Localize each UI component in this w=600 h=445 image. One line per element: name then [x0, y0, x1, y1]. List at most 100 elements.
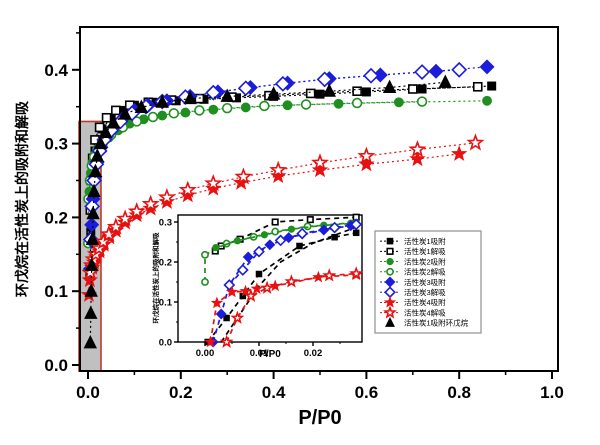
inset-y-tick-label: 0.2 [159, 258, 172, 269]
data-point-marker [383, 305, 397, 319]
data-point-marker [322, 268, 337, 282]
data-point-marker [393, 97, 404, 108]
series-活性炭3解吸 [223, 218, 363, 291]
data-point-marker [233, 237, 242, 245]
inset-y-tick-label: 0.0 [159, 338, 172, 349]
data-point-marker [210, 296, 224, 309]
data-point-marker [87, 183, 101, 198]
data-point-marker [428, 63, 444, 79]
data-point-marker [416, 96, 428, 107]
data-point-marker [84, 283, 98, 297]
data-point-marker [230, 310, 245, 324]
data-point-marker [219, 334, 234, 348]
data-point-marker [239, 284, 252, 297]
inset-plot: 0.00 0.01 0.02 0.0 0.1 0.2 0.3 [159, 213, 364, 359]
data-point-marker [204, 335, 217, 348]
data-point-marker [85, 257, 99, 271]
legend-item: 活性炭4吸附 [380, 295, 446, 308]
y-tick-label: 0.4 [44, 61, 68, 80]
data-point-marker [408, 140, 427, 158]
data-point-marker [351, 97, 363, 109]
data-point-marker [383, 295, 397, 308]
data-point-marker [85, 231, 100, 246]
x-tick-label: 0.6 [355, 383, 379, 402]
data-point-marker [93, 135, 108, 150]
data-point-marker [237, 80, 254, 97]
data-point-marker [311, 161, 329, 178]
x-axis-title: P/P0 [298, 407, 342, 429]
data-point-marker [316, 71, 333, 88]
data-point-marker [220, 88, 234, 102]
data-point-marker [386, 237, 394, 245]
data-point-marker [438, 74, 452, 88]
data-point-marker [86, 205, 100, 220]
plot-frame [79, 26, 559, 372]
y-tick-label: 0.1 [44, 282, 68, 301]
data-point-marker [357, 146, 376, 164]
data-point-marker [180, 107, 191, 118]
data-point-marker [409, 150, 426, 167]
legend-label: 活性炭1解吸 [404, 246, 446, 256]
data-point-marker [194, 105, 205, 116]
data-point-marker [183, 90, 197, 105]
data-point-marker [88, 163, 103, 178]
data-point-marker [274, 75, 291, 92]
legend-label: 活性炭2解吸 [404, 267, 446, 277]
data-point-marker [386, 257, 394, 266]
data-point-marker [284, 274, 299, 288]
data-point-marker [236, 264, 249, 276]
legend-item: 活性炭1解吸 [380, 246, 446, 256]
data-point-marker [352, 229, 360, 237]
data-point-marker [352, 86, 362, 97]
legend: 活性炭1吸附活性炭1解吸活性炭2吸附活性炭2解吸活性炭3吸附活性炭3解吸活性炭4… [374, 230, 482, 334]
data-point-marker [312, 270, 325, 283]
y-tick-label: 0.0 [44, 356, 68, 375]
data-point-marker [205, 179, 222, 196]
data-point-marker [223, 314, 230, 322]
data-point-marker [260, 280, 275, 294]
data-point-marker [274, 234, 287, 247]
data-point-marker [255, 270, 263, 278]
data-point-marker [253, 245, 265, 258]
data-point-marker [141, 194, 160, 212]
data-point-marker [94, 232, 113, 250]
data-point-marker [127, 202, 146, 220]
data-point-marker [407, 84, 418, 94]
x-tick-label: 0.4 [262, 383, 286, 402]
data-point-marker [450, 145, 468, 161]
data-point-marker [225, 285, 239, 298]
data-point-marker [385, 317, 395, 327]
x-tick-label: 0.2 [169, 383, 193, 402]
legend-item: 活性炭2解吸 [380, 267, 446, 277]
data-point-marker [328, 221, 341, 234]
legend-label: 活性炭4吸附 [404, 297, 446, 307]
data-point-marker [305, 88, 316, 99]
data-point-marker [269, 160, 288, 178]
data-point-marker [451, 61, 468, 78]
data-point-marker [106, 115, 121, 129]
legend-label: 活性炭3解吸 [404, 287, 446, 297]
data-point-marker [300, 99, 312, 110]
data-point-marker [331, 233, 338, 241]
data-point-marker [296, 242, 303, 250]
data-point-marker [386, 247, 394, 255]
data-point-marker [472, 81, 483, 92]
legend-item: 活性炭1吸附环戊烷 [385, 317, 469, 328]
data-point-marker [118, 106, 132, 120]
data-point-marker [111, 105, 121, 116]
data-point-marker [215, 308, 227, 320]
data-point-marker [361, 87, 371, 97]
data-point-marker [201, 250, 209, 259]
inset-x-tick-label: 0.00 [196, 348, 215, 359]
x-tick-label: 0.0 [76, 383, 100, 402]
series-活性炭4解吸 [81, 133, 485, 281]
legend-item: 活性炭2吸附 [380, 256, 446, 266]
y-tick-label: 0.3 [44, 135, 68, 154]
legend-label: 活性炭2吸附 [404, 256, 446, 266]
legend-label: 活性炭1吸附环戊烷 [404, 318, 469, 328]
data-point-marker [157, 187, 176, 206]
y-axis-title: 环戊烷在活性炭上的吸附和解吸 [14, 101, 30, 297]
series-line [220, 226, 357, 343]
